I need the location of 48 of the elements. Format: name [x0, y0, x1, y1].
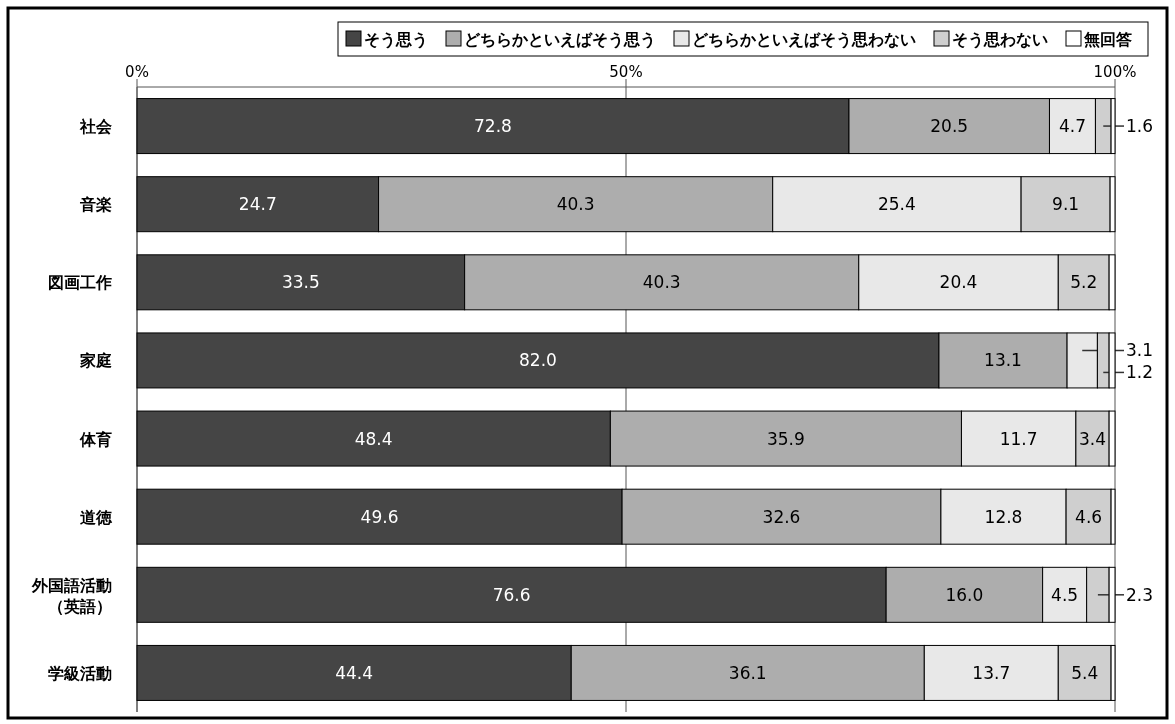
data-label: 3.4 [1078, 428, 1107, 449]
x-tick-label: 50% [609, 63, 643, 81]
data-label: 4.5 [1051, 584, 1079, 605]
legend-label: どちらかといえばそう思わない [692, 30, 916, 49]
data-label: 72.8 [474, 116, 512, 137]
data-label: 5.4 [1071, 662, 1099, 683]
data-label: 44.4 [335, 662, 374, 683]
data-label: 1.6 [1126, 116, 1154, 137]
data-label: 12.8 [984, 506, 1023, 527]
data-label: 82.0 [519, 350, 557, 371]
data-label: 35.9 [766, 428, 805, 449]
data-label: 40.3 [642, 272, 681, 293]
data-label: 32.6 [762, 506, 801, 527]
legend-label: 無回答 [1083, 30, 1132, 49]
data-label: 40.3 [556, 194, 595, 215]
data-label: 36.1 [728, 662, 767, 683]
legend-label: そう思わない [952, 30, 1048, 49]
legend-label: どちらかといえばそう思う [464, 30, 656, 49]
data-label: 24.7 [238, 194, 277, 215]
y-tick-label: 図画工作 [48, 273, 112, 293]
data-label: 13.1 [984, 350, 1022, 371]
data-label: 1.2 [1126, 362, 1154, 383]
data-label: 5.2 [1070, 272, 1098, 293]
data-label: 25.4 [877, 194, 916, 215]
data-label: 76.6 [492, 584, 531, 605]
y-tick-label: 体育 [79, 429, 112, 449]
y-tick-label: 音楽 [79, 195, 112, 215]
y-tick-label: 道徳 [80, 507, 113, 527]
data-label: 48.4 [354, 428, 393, 449]
data-label: 11.7 [999, 428, 1038, 449]
data-label: 49.6 [360, 506, 399, 527]
x-tick-label: 100% [1093, 63, 1137, 81]
y-tick-label: 外国語活動（英語） [31, 575, 112, 616]
data-label: 20.5 [930, 116, 969, 137]
y-tick-label: 社会 [79, 117, 113, 137]
data-label: 20.4 [939, 272, 978, 293]
data-label: 4.6 [1075, 506, 1103, 527]
data-label: 3.1 [1126, 340, 1154, 361]
data-label: 2.3 [1126, 584, 1154, 605]
y-tick-label: 学級活動 [48, 663, 112, 683]
data-label: 4.7 [1058, 116, 1086, 137]
data-label: 9.1 [1052, 194, 1080, 215]
data-label: 33.5 [281, 272, 320, 293]
y-tick-label: 家庭 [79, 351, 112, 371]
data-label: 13.7 [972, 662, 1011, 683]
x-tick-label: 0% [125, 63, 149, 81]
data-label: 16.0 [945, 584, 984, 605]
legend-label: そう思う [364, 30, 428, 49]
